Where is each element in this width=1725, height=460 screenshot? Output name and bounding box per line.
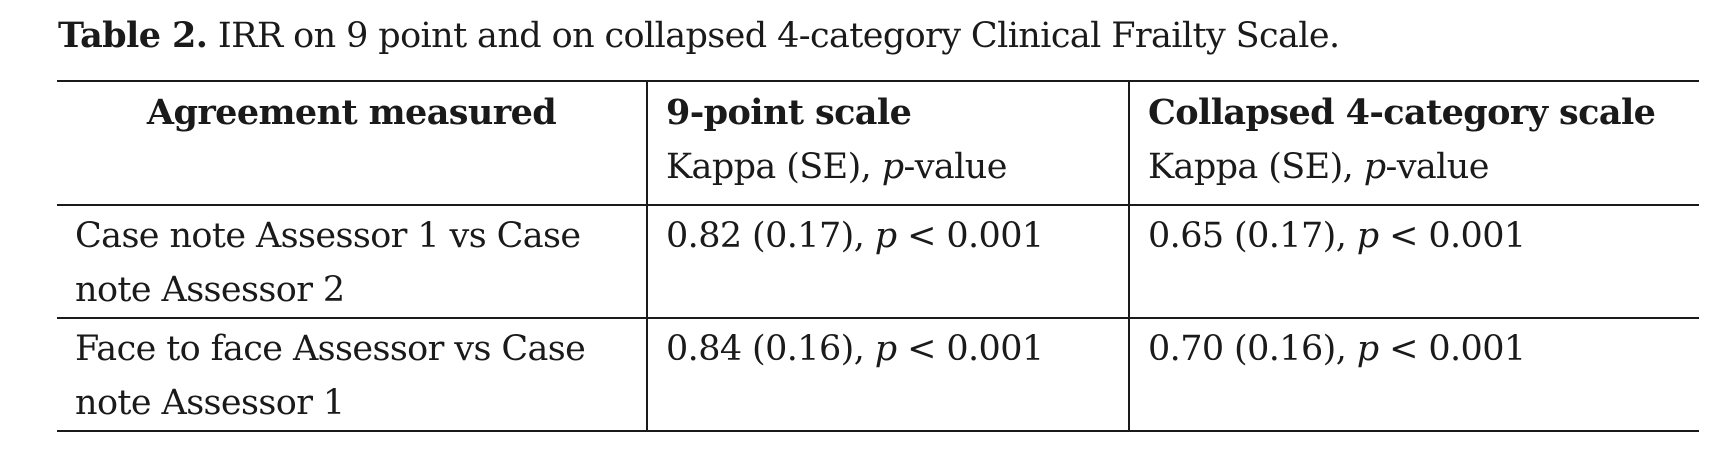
header-sub-text: -value <box>1385 147 1490 187</box>
cell-collapsed: 0.65 (0.17), p < 0.001 <box>1128 205 1699 318</box>
kappa-value: 0.82 (0.17), <box>666 216 875 256</box>
header-sub-text: Kappa (SE), <box>666 147 882 187</box>
caption-text: IRR on 9 point and on collapsed 4-catego… <box>207 16 1340 56</box>
cell-nine-point: 0.84 (0.16), p < 0.001 <box>646 318 1129 431</box>
cell-collapsed: 0.70 (0.16), p < 0.001 <box>1128 318 1699 431</box>
table-caption: Table 2. IRR on 9 point and on collapsed… <box>58 12 1340 60</box>
table-row: Case note Assessor 1 vs Case note Assess… <box>57 205 1699 318</box>
header-subtitle: Kappa (SE), p-value <box>1148 140 1681 194</box>
p-symbol: p <box>1356 329 1379 369</box>
p-value: < 0.001 <box>1378 216 1526 256</box>
header-nine-point: 9-point scale Kappa (SE), p-value <box>646 81 1129 205</box>
header-agreement: Agreement measured <box>57 81 647 205</box>
p-symbol: p <box>1356 216 1379 256</box>
cell-nine-point: 0.82 (0.17), p < 0.001 <box>646 205 1129 318</box>
header-title: Collapsed 4-category scale <box>1148 92 1656 133</box>
header-title: Agreement measured <box>146 92 557 133</box>
cell-agreement: Case note Assessor 1 vs Case note Assess… <box>75 216 581 310</box>
kappa-value: 0.70 (0.16), <box>1148 329 1357 369</box>
p-symbol: p <box>874 216 897 256</box>
header-subtitle: Kappa (SE), p-value <box>666 140 1110 194</box>
kappa-value: 0.84 (0.16), <box>666 329 875 369</box>
header-sub-italic: p <box>881 147 904 187</box>
irr-table: Agreement measured 9-point scale Kappa (… <box>57 80 1699 432</box>
cell-agreement: Face to face Assessor vs Case note Asses… <box>75 329 586 423</box>
header-collapsed: Collapsed 4-category scale Kappa (SE), p… <box>1128 81 1699 205</box>
p-value: < 0.001 <box>896 329 1044 369</box>
table-label: Table 2. <box>58 15 208 56</box>
header-sub-italic: p <box>1363 147 1386 187</box>
p-value: < 0.001 <box>896 216 1044 256</box>
p-value: < 0.001 <box>1378 329 1526 369</box>
p-symbol: p <box>874 329 897 369</box>
header-sub-text: -value <box>903 147 1008 187</box>
header-row: Agreement measured 9-point scale Kappa (… <box>57 81 1699 205</box>
header-sub-text: Kappa (SE), <box>1148 147 1364 187</box>
kappa-value: 0.65 (0.17), <box>1148 216 1357 256</box>
table-row: Face to face Assessor vs Case note Asses… <box>57 318 1699 431</box>
header-title: 9-point scale <box>666 92 912 133</box>
